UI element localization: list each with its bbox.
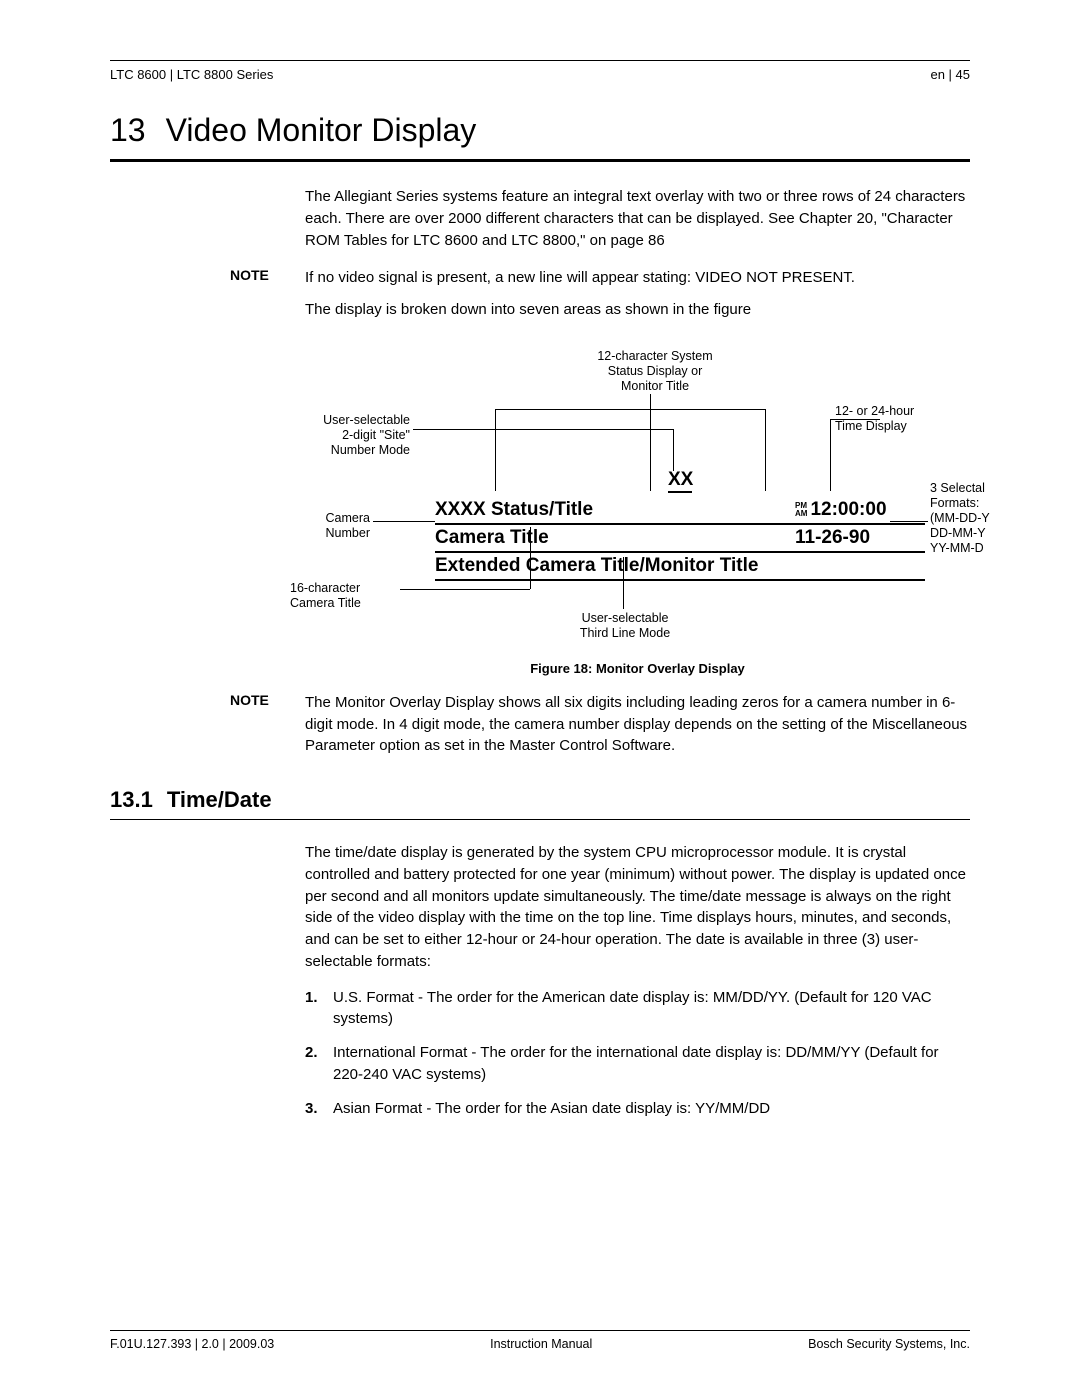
note-1-label: NOTE <box>110 267 305 289</box>
am-label: AM <box>795 510 807 518</box>
conn-line <box>400 589 530 590</box>
chapter-heading: 13 Video Monitor Display <box>110 112 970 162</box>
note-1-text: If no video signal is present, a new lin… <box>305 267 855 289</box>
overlay-display: XX XXXX Status/Title PM AM 12:00:00 Came… <box>435 469 925 581</box>
list-item-number: 3. <box>305 1098 333 1120</box>
chapter-number: 13 <box>110 112 146 149</box>
overlay-xx: XX <box>668 469 692 493</box>
section-title-text: Time/Date <box>167 787 272 813</box>
header-left: LTC 8600 | LTC 8800 Series <box>110 67 273 82</box>
overlay-row1: XXXX Status/Title PM AM 12:00:00 <box>435 497 925 525</box>
ann-third-line: User-selectableThird Line Mode <box>560 611 690 641</box>
conn-line <box>673 429 674 471</box>
ann-camera-title: 16-characterCamera Title <box>290 581 400 611</box>
overlay-row3: Extended Camera Title/Monitor Title <box>435 553 925 581</box>
section-heading: 13.1 Time/Date <box>110 787 970 820</box>
list-item-text: U.S. Format - The order for the American… <box>333 987 970 1031</box>
section-intro: The time/date display is generated by th… <box>305 842 970 973</box>
page-footer: F.01U.127.393 | 2.0 | 2009.03 Instructio… <box>110 1330 970 1351</box>
chapter-title-text: Video Monitor Display <box>166 112 477 149</box>
ann-camera-number: CameraNumber <box>300 511 370 541</box>
conn-line <box>373 521 435 522</box>
note-2-label: NOTE <box>110 692 305 757</box>
conn-line <box>830 419 880 420</box>
pm-am-indicator: PM AM <box>795 502 807 518</box>
note-2: NOTE The Monitor Overlay Display shows a… <box>110 692 970 757</box>
footer-right: Bosch Security Systems, Inc. <box>808 1337 970 1351</box>
overlay-row2-left: Camera Title <box>435 527 795 549</box>
conn-line <box>413 429 673 430</box>
ann-date-formats-label: 3 SelectalFormats: <box>930 481 1010 511</box>
overlay-row2: Camera Title 11-26-90 <box>435 525 925 553</box>
list-item-text: International Format - The order for the… <box>333 1042 970 1086</box>
ann-date-formats-list: (MM-DD-YDD-MM-YYY-MM-D <box>930 511 1010 556</box>
list-item: 2. International Format - The order for … <box>305 1042 970 1086</box>
overlay-time: 12:00:00 <box>810 499 886 520</box>
header-right: en | 45 <box>930 67 970 82</box>
list-item-text: Asian Format - The order for the Asian d… <box>333 1098 770 1120</box>
intro-paragraph: The Allegiant Series systems feature an … <box>305 186 970 251</box>
ann-system-status: 12-character SystemStatus Display orMoni… <box>575 349 735 394</box>
list-item-number: 2. <box>305 1042 333 1086</box>
footer-center: Instruction Manual <box>490 1337 592 1351</box>
footer-left: F.01U.127.393 | 2.0 | 2009.03 <box>110 1337 274 1351</box>
conn-line <box>495 409 765 410</box>
overlay-row1-right: PM AM 12:00:00 <box>795 499 925 521</box>
format-list: 1. U.S. Format - The order for the Ameri… <box>305 987 970 1120</box>
section-number: 13.1 <box>110 787 153 813</box>
figure-caption: Figure 18: Monitor Overlay Display <box>305 661 970 676</box>
list-item: 3. Asian Format - The order for the Asia… <box>305 1098 970 1120</box>
note-1: NOTE If no video signal is present, a ne… <box>110 267 970 289</box>
note-2-text: The Monitor Overlay Display shows all si… <box>305 692 970 757</box>
ann-site-number: User-selectable2-digit "Site"Number Mode <box>300 413 410 458</box>
figure-monitor-overlay: 12-character SystemStatus Display orMoni… <box>305 349 970 649</box>
list-item-number: 1. <box>305 987 333 1031</box>
display-breakdown-text: The display is broken down into seven ar… <box>305 299 970 321</box>
overlay-date: 11-26-90 <box>795 527 925 549</box>
list-item: 1. U.S. Format - The order for the Ameri… <box>305 987 970 1031</box>
overlay-row1-left: XXXX Status/Title <box>435 499 795 521</box>
